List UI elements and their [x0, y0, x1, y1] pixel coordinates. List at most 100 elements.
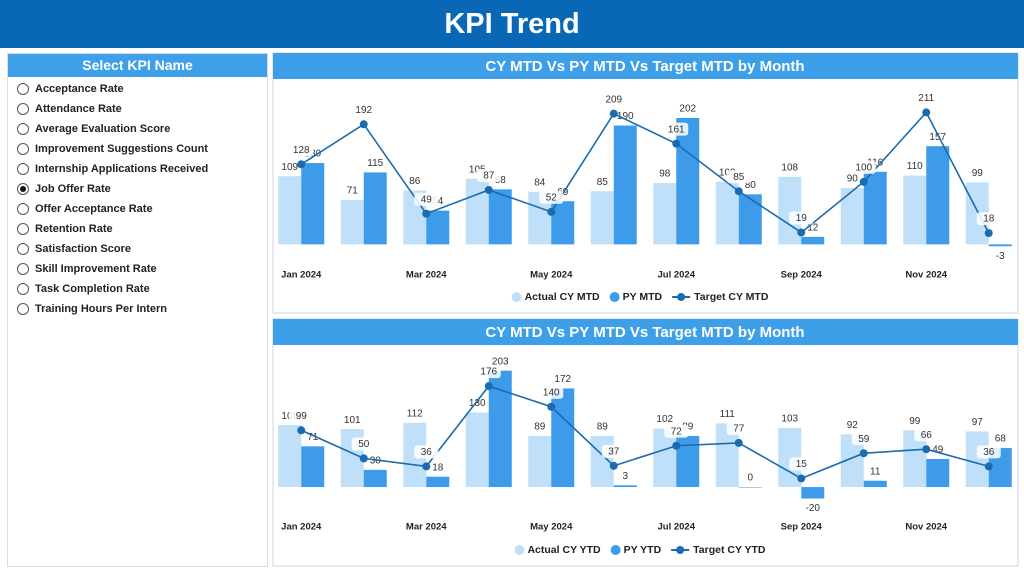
- radio-button[interactable]: [17, 263, 29, 275]
- data-label: 18: [983, 214, 995, 225]
- data-label: 0: [747, 473, 753, 484]
- label-bg: [351, 437, 376, 451]
- data-label: 102: [656, 414, 673, 425]
- legend-label: Target CY YTD: [693, 544, 766, 556]
- data-label: 49: [421, 194, 433, 205]
- target-point: [797, 228, 806, 237]
- kpi-label[interactable]: Job Offer Rate: [35, 183, 111, 195]
- x-tick-label: Jan 2024: [281, 270, 322, 281]
- kpi-label[interactable]: Retention Rate: [35, 223, 113, 235]
- label-bg: [976, 212, 1001, 226]
- data-label: 66: [921, 430, 933, 441]
- bar: [653, 183, 677, 245]
- data-label: 130: [469, 398, 486, 409]
- radio-button[interactable]: [17, 203, 29, 215]
- data-label: 140: [543, 387, 560, 398]
- bar: [903, 430, 927, 488]
- radio-button[interactable]: [17, 83, 29, 95]
- bar: [863, 171, 887, 245]
- label-bg: [664, 122, 689, 136]
- bar: [988, 244, 1012, 247]
- data-label: 176: [480, 367, 497, 378]
- radio-button[interactable]: [17, 143, 29, 155]
- radio-button[interactable]: [17, 283, 29, 295]
- radio-button[interactable]: [17, 243, 29, 255]
- data-label: 71: [307, 432, 319, 443]
- radio-button[interactable]: [17, 223, 29, 235]
- x-tick-label: Nov 2024: [905, 270, 947, 281]
- kpi-label[interactable]: Attendance Rate: [35, 103, 122, 115]
- bar: [715, 423, 739, 488]
- x-tick-label: Nov 2024: [905, 522, 947, 533]
- bar: [488, 370, 512, 488]
- chart-title: CY MTD Vs PY MTD Vs Target MTD by Month: [485, 58, 804, 75]
- radio-button[interactable]: [17, 163, 29, 175]
- legend: Actual CY MTD PY MTD Target CY MTD: [511, 291, 769, 303]
- data-label: 115: [367, 158, 383, 169]
- label-bg: [289, 143, 314, 157]
- target-point: [422, 462, 431, 471]
- target-point: [797, 474, 806, 483]
- data-label: 105: [469, 164, 486, 175]
- data-label: 172: [554, 374, 571, 385]
- bar: [488, 189, 512, 245]
- label-bg: [476, 168, 501, 182]
- bar: [551, 201, 575, 245]
- data-label: 71: [347, 186, 359, 197]
- data-label: 190: [617, 111, 634, 122]
- kpi-label[interactable]: Offer Acceptance Rate: [35, 203, 153, 215]
- label-bg: [976, 445, 1001, 459]
- kpi-label[interactable]: Average Evaluation Score: [35, 123, 171, 135]
- data-label: 77: [733, 424, 745, 435]
- label-bg: [351, 103, 376, 117]
- kpi-label[interactable]: Improvement Suggestions Count: [35, 143, 208, 155]
- data-label: 108: [781, 162, 798, 173]
- bar: [903, 175, 927, 245]
- kpi-label[interactable]: Task Completion Rate: [35, 283, 150, 295]
- radio-button[interactable]: [17, 103, 29, 115]
- data-label: 211: [918, 93, 934, 104]
- data-label: 86: [409, 176, 421, 187]
- data-label: 99: [972, 168, 984, 179]
- kpi-label[interactable]: Acceptance Rate: [35, 83, 124, 95]
- data-label: 161: [668, 124, 685, 135]
- bar: [465, 412, 489, 488]
- data-label: 12: [807, 222, 819, 233]
- target-point: [297, 160, 306, 169]
- target-point: [672, 139, 681, 148]
- kpi-label[interactable]: Satisfaction Score: [35, 243, 131, 255]
- target-point: [484, 382, 493, 391]
- data-label: 72: [671, 426, 683, 437]
- chart-panel: [272, 52, 1019, 314]
- label-bg: [601, 444, 626, 458]
- target-point: [859, 449, 868, 458]
- bar: [738, 487, 762, 488]
- bar: [301, 446, 325, 488]
- chart-title-bar: [273, 319, 1018, 345]
- data-label: 99: [296, 411, 308, 422]
- target-point: [672, 441, 681, 450]
- data-label: 11: [870, 466, 881, 477]
- label-bg: [914, 91, 939, 105]
- label-bg: [414, 192, 439, 206]
- target-point: [547, 402, 556, 411]
- radio-button[interactable]: [17, 183, 29, 195]
- radio-button[interactable]: [17, 123, 29, 135]
- target-point: [734, 187, 743, 196]
- radio-button[interactable]: [17, 303, 29, 315]
- data-label: 89: [597, 422, 609, 433]
- data-label: 92: [847, 420, 859, 431]
- label-bg: [539, 385, 564, 399]
- kpi-label[interactable]: Internship Applications Received: [35, 163, 209, 175]
- target-point: [297, 426, 306, 435]
- kpi-label[interactable]: Training Hours Per Intern: [35, 303, 168, 315]
- data-label: 36: [983, 447, 995, 458]
- legend-marker: [511, 292, 522, 302]
- label-bg: [476, 365, 501, 379]
- target-point: [984, 462, 993, 471]
- target-point: [734, 438, 743, 447]
- label-bg: [851, 432, 876, 446]
- bar: [363, 172, 387, 245]
- target-point: [547, 207, 556, 216]
- kpi-label[interactable]: Skill Improvement Rate: [35, 263, 157, 275]
